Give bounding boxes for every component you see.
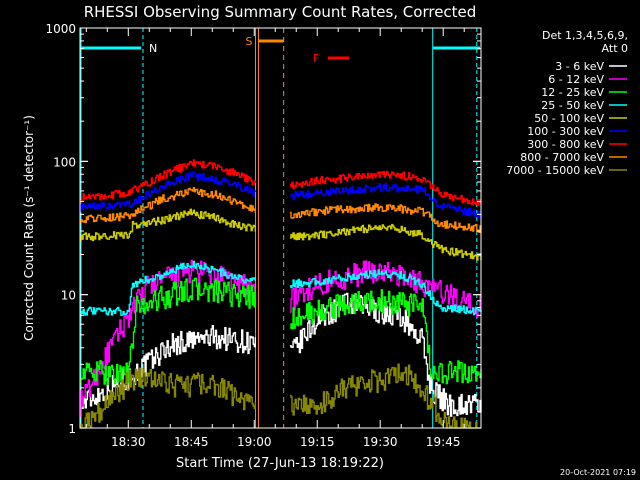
series-line-1-seg1	[289, 260, 482, 318]
series-line-4-seg0	[80, 208, 256, 242]
legend-label: 3 - 6 keV	[555, 60, 604, 73]
y-tick-label: 1	[68, 422, 76, 436]
legend-header-line-1: Det 1,3,4,5,6,9,	[542, 29, 628, 42]
x-tick-label: 18:30	[111, 435, 146, 449]
series-line-7-seg1	[289, 203, 482, 234]
series-line-0-seg0	[80, 325, 256, 418]
x-tick-label: 19:15	[300, 435, 335, 449]
x-axis-label: Start Time (27-Jun-13 18:19:22)	[176, 456, 384, 471]
series-line-8-seg0	[80, 367, 256, 429]
series-line-8-seg1	[289, 363, 481, 429]
legend-label: 12 - 25 keV	[541, 86, 604, 99]
series-line-3-seg1	[289, 269, 482, 316]
series-line-6-seg1	[289, 170, 482, 207]
series-line-2-seg1	[289, 289, 482, 385]
y-tick-label: 100	[53, 155, 76, 169]
legend-label: 25 - 50 keV	[541, 99, 604, 112]
y-axis-label: Corrected Count Rate (s⁻¹ detector⁻¹)	[22, 115, 36, 341]
x-tick-label: 19:30	[363, 435, 398, 449]
x-tick-label: 19:45	[426, 435, 461, 449]
plot-frame	[79, 27, 482, 429]
y-tick-label: 1000	[45, 22, 76, 36]
y-axis: 1 10 100 1000	[45, 22, 481, 436]
night-label: N	[149, 42, 157, 55]
x-tick-label: 18:45	[174, 435, 209, 449]
series-line-4-seg1	[289, 223, 482, 261]
series-line-5-seg0	[80, 172, 256, 213]
legend-label: 50 - 100 keV	[534, 112, 604, 125]
footer-timestamp: 20-Oct-2021 07:19	[560, 468, 636, 477]
flare-label: F	[313, 52, 319, 65]
legend-label: 800 - 7000 keV	[520, 151, 604, 164]
series-line-3-seg0	[80, 260, 256, 316]
series-line-7-seg0	[80, 187, 256, 224]
legend-header-line-2: Att 0	[602, 42, 628, 55]
series-group	[80, 159, 482, 429]
legend-label: 300 - 800 keV	[527, 138, 604, 151]
series-line-5-seg1	[289, 182, 482, 219]
legend-label: 100 - 300 keV	[527, 125, 604, 138]
x-tick-label: 19:00	[237, 435, 272, 449]
series-line-2-seg0	[80, 277, 256, 386]
series-line-6-seg0	[80, 159, 256, 203]
x-axis: 18:30 18:45 19:00 19:15 19:30 19:45	[85, 28, 465, 449]
saa-label: S	[245, 35, 252, 48]
legend-label: 6 - 12 keV	[548, 73, 604, 86]
legend-label: 7000 - 15000 keV	[506, 164, 604, 177]
chart-title: RHESSI Observing Summary Count Rates, Co…	[84, 3, 477, 21]
y-tick-label: 10	[61, 289, 76, 303]
